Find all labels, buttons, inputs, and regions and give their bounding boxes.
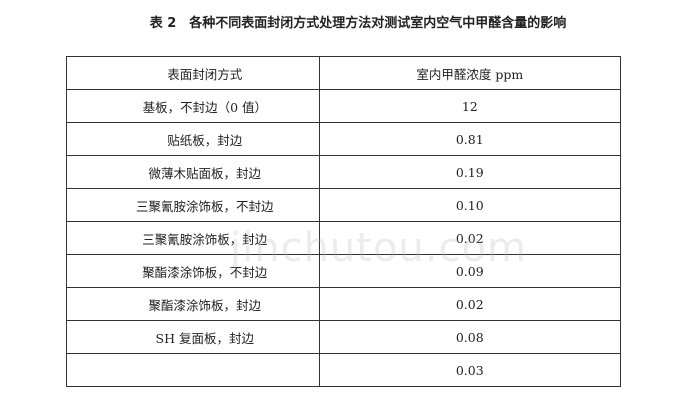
concentration-cell: 0.81 (318, 122, 622, 156)
formaldehyde-table: 表面封闭方式 室内甲醛浓度 ppm 基板，不封边（0 值） 12 贴纸板，封边 0.8… (66, 56, 622, 387)
concentration-cell: 0.10 (318, 188, 622, 222)
method-cell (66, 353, 320, 387)
table-row: 三聚氰胺涂饰板，不封边 0.10 (66, 188, 622, 222)
table-row: 聚酯漆涂饰板，不封边 0.09 (66, 254, 622, 288)
concentration-cell: 0.09 (318, 254, 622, 288)
table-row: 聚酯漆涂饰板，封边 0.02 (66, 287, 622, 321)
header-concentration: 室内甲醛浓度 ppm (318, 56, 622, 90)
concentration-cell: 0.03 (318, 353, 622, 387)
header-method: 表面封闭方式 (66, 56, 320, 90)
table-row: 微薄木贴面板，封边 0.19 (66, 155, 622, 189)
method-cell: 三聚氰胺涂饰板，不封边 (66, 188, 320, 222)
concentration-cell: 0.19 (318, 155, 622, 189)
table-header-row: 表面封闭方式 室内甲醛浓度 ppm (66, 56, 622, 90)
concentration-cell: 0.02 (318, 287, 622, 321)
table-title: 表 2 各种不同表面封闭方式处理方法对测试室内空气中甲醛含量的影响 (149, 16, 567, 31)
method-cell: 微薄木贴面板，封边 (66, 155, 320, 189)
table-row: 0.03 (66, 353, 622, 387)
method-cell: 聚酯漆涂饰板，不封边 (66, 254, 320, 288)
method-cell: 三聚氰胺涂饰板，封边 (66, 221, 320, 255)
table-row: 基板，不封边（0 值） 12 (66, 89, 622, 123)
table-row: 贴纸板，封边 0.81 (66, 122, 622, 156)
method-cell: SH 复面板，封边 (66, 320, 320, 354)
method-cell: 聚酯漆涂饰板，封边 (66, 287, 320, 321)
concentration-cell: 0.02 (318, 221, 622, 255)
table-row: SH 复面板，封边 0.08 (66, 320, 622, 354)
method-cell: 贴纸板，封边 (66, 122, 320, 156)
concentration-cell: 12 (318, 89, 622, 123)
table-row: 三聚氰胺涂饰板，封边 0.02 (66, 221, 622, 255)
concentration-cell: 0.08 (318, 320, 622, 354)
method-cell: 基板，不封边（0 值） (66, 89, 320, 123)
